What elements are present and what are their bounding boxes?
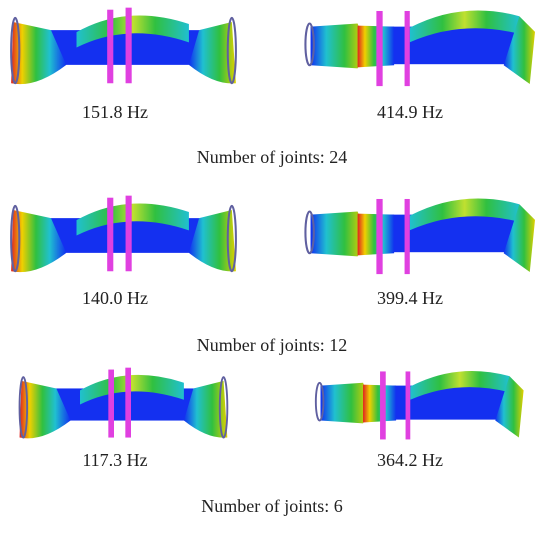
- frequency: 151.8 Hz: [82, 102, 148, 122]
- mode-shape: [316, 371, 524, 439]
- mode-shape: [20, 368, 228, 439]
- frequency: 140.0 Hz: [82, 288, 148, 308]
- mode-shape: [11, 8, 236, 85]
- mode-shape: [11, 196, 236, 273]
- caption: Number of joints: 24: [197, 147, 348, 167]
- frequency: 117.3 Hz: [82, 450, 147, 470]
- frequency: 399.4 Hz: [377, 288, 443, 308]
- frequency: 414.9 Hz: [377, 102, 443, 122]
- mode-shape: [305, 198, 535, 274]
- caption: Number of joints: 6: [201, 496, 343, 516]
- mode-shape: [305, 10, 535, 86]
- frequency: 364.2 Hz: [377, 450, 443, 470]
- caption: Number of joints: 12: [197, 335, 348, 355]
- figure: 151.8 Hz 414.9 Hz Number of joints: 24 1…: [0, 0, 544, 534]
